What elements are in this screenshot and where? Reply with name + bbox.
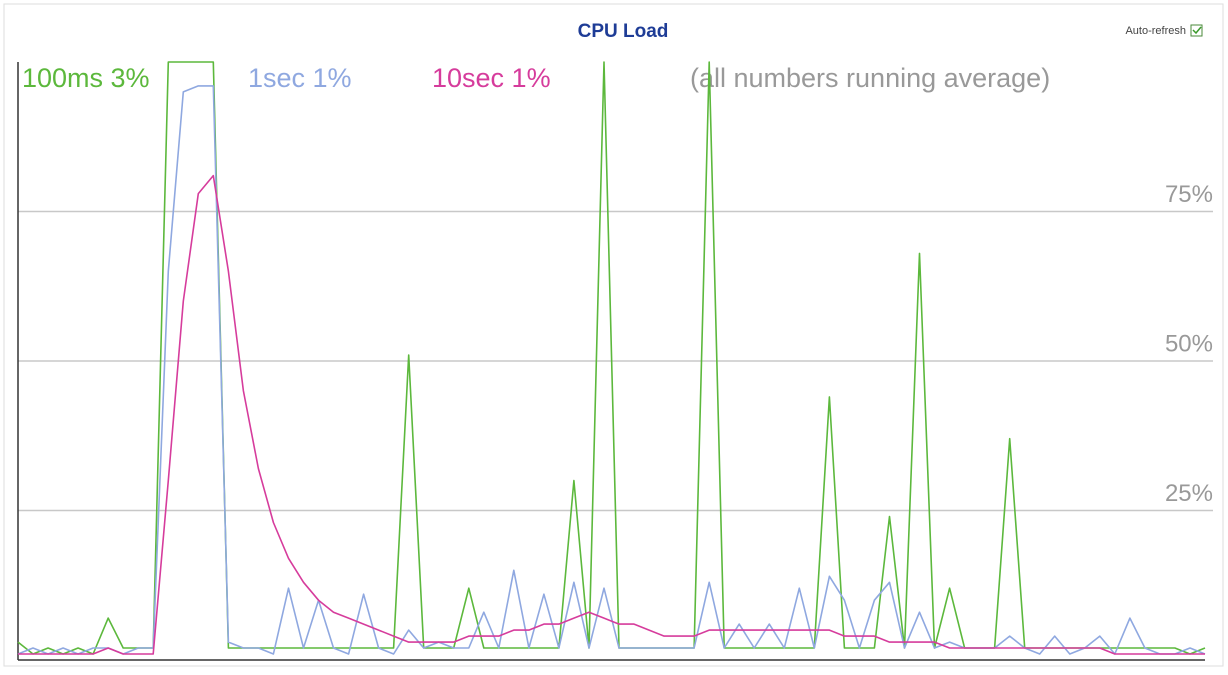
legend-label: 1sec 1%	[248, 63, 352, 93]
auto-refresh-checkbox[interactable]	[1190, 24, 1203, 37]
auto-refresh-label: Auto-refresh	[1125, 25, 1186, 37]
checkbox-check[interactable]	[1192, 26, 1202, 35]
checkbox-box[interactable]	[1190, 24, 1203, 37]
y-tick-label: 75%	[1165, 181, 1213, 208]
legend-label: 100ms 3%	[22, 63, 150, 93]
annotation: (all numbers running average)	[690, 63, 1050, 93]
y-tick-label: 50%	[1165, 330, 1213, 357]
y-tick-label: 25%	[1165, 480, 1213, 507]
series-line	[17, 85, 1206, 655]
series-line	[18, 174, 1205, 655]
legend-label: 10sec 1%	[432, 63, 551, 93]
panel	[3, 3, 1224, 667]
chart-title: CPU Load	[578, 21, 669, 42]
